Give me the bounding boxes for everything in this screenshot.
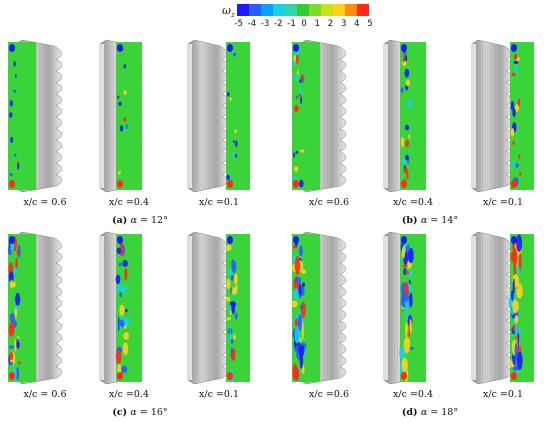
flow-visualization [99, 231, 143, 385]
flow-panel [88, 36, 170, 196]
flow-panel [178, 36, 260, 196]
colorbar-swatch [273, 4, 285, 16]
vorticity-slice [400, 42, 426, 190]
wavy-leading-edge-wing [187, 39, 229, 193]
slice-position-label: x/c =0.4 [393, 197, 433, 208]
flow-panel [462, 36, 544, 196]
colorbar-tick-label: -2 [274, 19, 283, 29]
flow-visualization [471, 231, 534, 385]
slice-position-label: x/c =0.4 [109, 197, 149, 208]
flow-panel [88, 228, 170, 388]
colorbar-tick-label: -4 [247, 19, 257, 29]
flow-panel [288, 228, 370, 388]
slice-position-label: x/c =0.6 [309, 197, 349, 208]
vorticity-slice [115, 234, 142, 382]
subfigure-caption: (c) α = 16° [112, 407, 168, 418]
colorbar-swatch [237, 4, 249, 16]
colorbar-tick-label: 1 [314, 19, 320, 29]
flow-visualization [292, 39, 347, 193]
colorbar-swatch [309, 4, 321, 16]
vorticity-slice [7, 234, 36, 382]
colorbar-swatch [333, 4, 345, 16]
slice-position-label: x/c =0.1 [483, 197, 523, 208]
wavy-leading-edge-wing [471, 39, 513, 193]
colorbar-tick-label: 3 [340, 19, 347, 29]
flow-visualization [471, 39, 534, 193]
colorbar-swatch [285, 4, 297, 16]
flow-visualization [291, 231, 347, 385]
wavy-leading-edge-wing [187, 231, 229, 385]
slice-position-label: x/c =0.1 [199, 197, 239, 208]
colorbar-tick-label: -3 [260, 19, 270, 29]
flow-panel [288, 36, 370, 196]
flow-visualization [383, 231, 427, 385]
wavy-leading-edge-wing [471, 231, 513, 385]
flow-visualization [187, 231, 250, 385]
vorticity-slice [399, 234, 426, 382]
flow-visualization [8, 39, 63, 193]
slice-position-label: x/c =0.1 [199, 389, 239, 400]
subfigure-caption: (b) α = 14° [401, 215, 459, 226]
vorticity-slice [508, 234, 534, 382]
flow-panel [4, 228, 86, 388]
slice-position-label: x/c =0.6 [309, 389, 349, 400]
slice-position-label: x/c =0.1 [483, 389, 523, 400]
colorbar-gradient [237, 4, 369, 16]
colorbar-swatch [261, 4, 273, 16]
flow-panel [372, 228, 454, 388]
colorbar-swatch [357, 4, 369, 16]
colorbar-tick-label: -5 [234, 19, 243, 29]
colorbar-tick-label: 2 [327, 19, 334, 29]
vorticity-slice [225, 234, 250, 382]
colorbar-tick-label: 5 [367, 19, 373, 29]
colorbar-swatch [321, 4, 333, 16]
flow-panel [178, 228, 260, 388]
colorbar-swatch [345, 4, 357, 16]
vorticity-slice [226, 42, 250, 190]
colorbar-swatch [297, 4, 309, 16]
colorbar-swatch [249, 4, 261, 16]
colorbar-tick-label: 4 [354, 19, 360, 29]
subfigure-caption: (a) α = 12° [112, 215, 168, 226]
colorbar-tick-label: -1 [287, 19, 296, 29]
colorbar-tick-label: 0 [301, 19, 307, 29]
vorticity-slice [291, 234, 320, 382]
slice-position-label: x/c = 0.6 [23, 197, 67, 208]
flow-panel [462, 228, 544, 388]
vorticity-slice [292, 42, 320, 190]
flow-panel [4, 36, 86, 196]
slice-position-label: x/c =0.4 [393, 389, 433, 400]
vorticity-slice [510, 42, 534, 190]
colorbar: ωz -5 -4 -3 -2 -1 0 1 2 3 4 5 [222, 2, 382, 38]
flow-panel [372, 36, 454, 196]
colorbar-symbol: ωz [222, 4, 235, 20]
vorticity-slice [8, 42, 36, 190]
subfigure-caption: (d) α = 18° [401, 407, 459, 418]
slice-position-label: x/c = 0.6 [23, 389, 67, 400]
slice-position-label: x/c =0.4 [109, 389, 149, 400]
flow-visualization [99, 39, 143, 193]
flow-visualization [187, 39, 250, 193]
vorticity-slice [116, 42, 142, 190]
colorbar-ticks: -5 -4 -3 -2 -1 0 1 2 3 4 5 [234, 19, 377, 31]
flow-visualization [7, 231, 63, 385]
flow-visualization [383, 39, 427, 193]
